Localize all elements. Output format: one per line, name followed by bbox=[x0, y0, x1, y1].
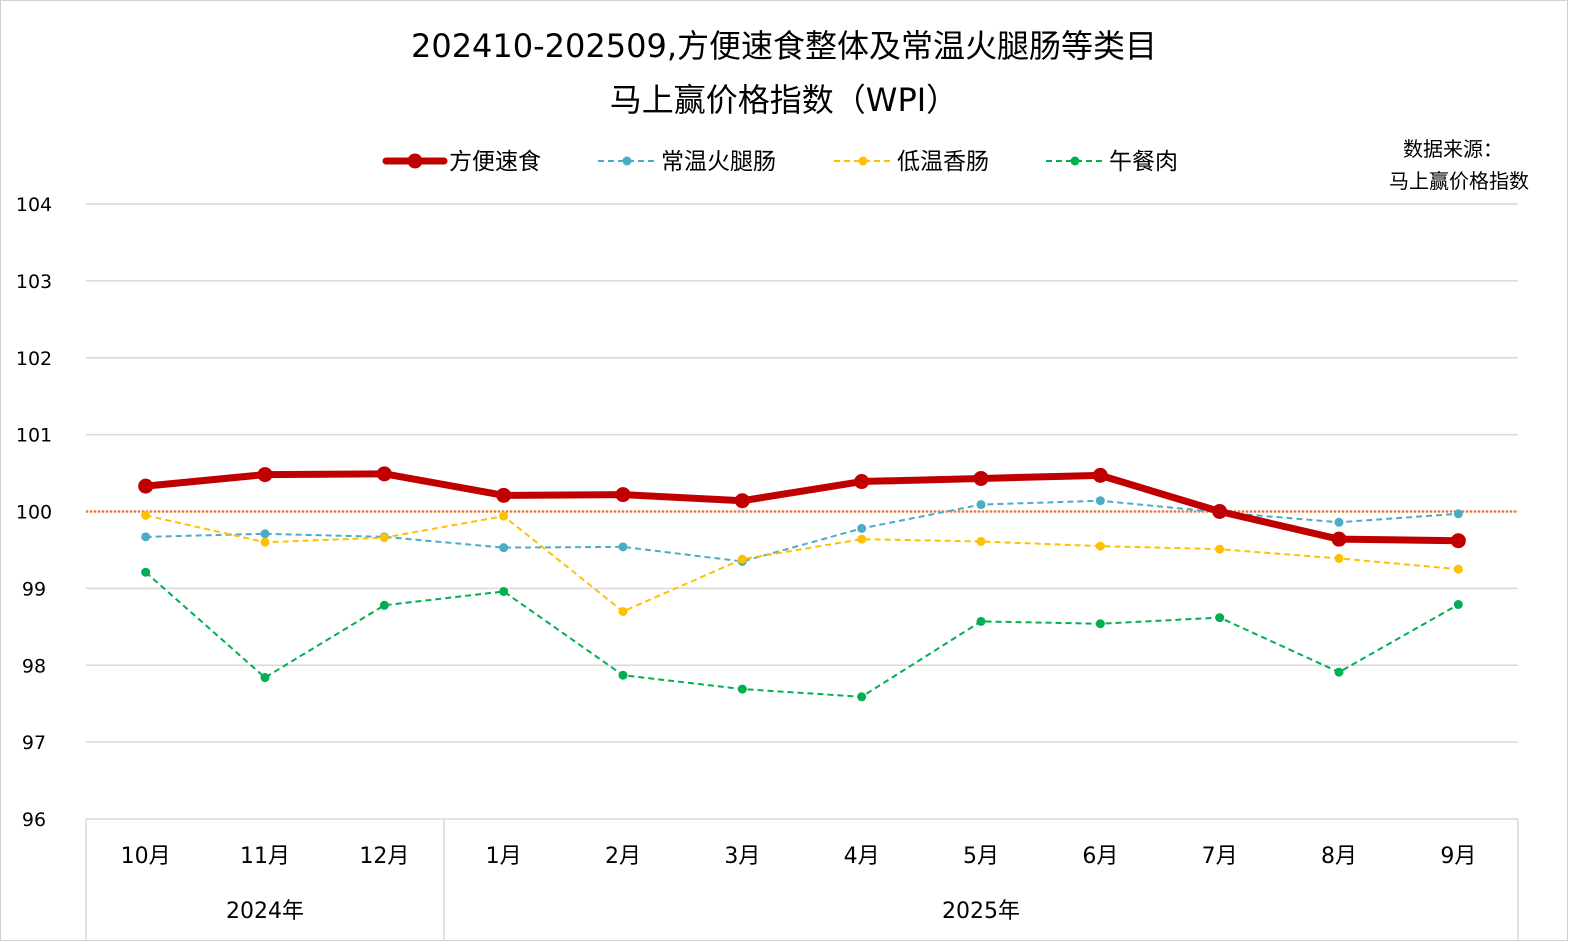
y-tick-label: 97 bbox=[22, 732, 46, 754]
data-point bbox=[857, 692, 867, 702]
x-tick-label: 1月 bbox=[486, 844, 522, 869]
legend-item-2: 低温香肠 bbox=[834, 149, 989, 175]
series-1 bbox=[141, 496, 1463, 566]
y-tick-label: 101 bbox=[16, 425, 52, 447]
data-point bbox=[260, 537, 270, 547]
x-group-label: 2025年 bbox=[942, 899, 1020, 924]
legend-label: 常温火腿肠 bbox=[661, 149, 776, 175]
data-point bbox=[1212, 504, 1228, 519]
chart-title-line1: 202410-202509,方便速食整体及常温火腿肠等类目 bbox=[411, 27, 1157, 65]
legend-item-3: 午餐肉 bbox=[1046, 149, 1178, 175]
data-point bbox=[1095, 619, 1105, 629]
data-point bbox=[1331, 531, 1347, 547]
y-tick-label: 96 bbox=[22, 809, 46, 831]
data-point bbox=[499, 511, 509, 521]
legend-item-1: 常温火腿肠 bbox=[598, 149, 776, 175]
x-tick-label: 11月 bbox=[240, 844, 290, 869]
x-tick-label: 10月 bbox=[121, 844, 171, 869]
data-point bbox=[138, 478, 154, 494]
series-2 bbox=[141, 510, 1463, 616]
legend-marker bbox=[407, 153, 423, 169]
data-point bbox=[1453, 564, 1463, 574]
data-point bbox=[1334, 517, 1344, 527]
x-tick-label: 4月 bbox=[844, 844, 880, 869]
series-3 bbox=[141, 567, 1463, 702]
data-point bbox=[734, 493, 750, 509]
x-tick-label: 7月 bbox=[1202, 844, 1238, 869]
data-point bbox=[976, 500, 986, 510]
data-point bbox=[737, 554, 747, 564]
data-point bbox=[257, 467, 273, 483]
series-line bbox=[145, 571, 1459, 698]
line-chart: 202410-202509,方便速食整体及常温火腿肠等类目 马上赢价格指数（WP… bbox=[16, 27, 1529, 940]
x-tick-label: 6月 bbox=[1082, 844, 1118, 869]
data-point bbox=[499, 586, 509, 596]
data-point bbox=[260, 529, 270, 539]
y-tick-label: 100 bbox=[16, 502, 52, 524]
source-label-line1: 数据来源： bbox=[1403, 137, 1503, 161]
data-point bbox=[1215, 544, 1225, 554]
data-point bbox=[1095, 541, 1105, 551]
x-tick-label: 12月 bbox=[359, 844, 409, 869]
data-point bbox=[141, 510, 151, 520]
legend-label: 低温香肠 bbox=[897, 149, 989, 175]
data-point bbox=[376, 466, 392, 482]
data-point bbox=[141, 567, 151, 577]
data-point bbox=[618, 670, 628, 680]
y-tick-label: 104 bbox=[16, 194, 52, 216]
x-tick-label: 5月 bbox=[963, 844, 999, 869]
data-point bbox=[1334, 667, 1344, 677]
data-point bbox=[379, 533, 389, 543]
series-line bbox=[145, 499, 1459, 563]
data-point bbox=[618, 542, 628, 552]
data-point bbox=[1450, 533, 1466, 549]
series-0 bbox=[138, 466, 1466, 549]
data-point bbox=[854, 474, 870, 490]
data-point bbox=[1334, 553, 1344, 563]
source-label-line2: 马上赢价格指数 bbox=[1389, 169, 1529, 193]
legend-marker bbox=[622, 156, 632, 166]
data-point bbox=[260, 673, 270, 683]
legend-marker bbox=[1070, 156, 1080, 166]
legend-label: 方便速食 bbox=[449, 149, 541, 175]
data-point bbox=[379, 600, 389, 610]
y-tick-label: 103 bbox=[16, 271, 52, 293]
y-tick-label: 99 bbox=[22, 578, 46, 600]
data-point bbox=[496, 487, 512, 503]
legend-label: 午餐肉 bbox=[1109, 149, 1178, 175]
y-tick-label: 98 bbox=[22, 655, 46, 677]
data-point bbox=[973, 470, 989, 486]
data-point bbox=[499, 543, 509, 553]
data-point bbox=[618, 606, 628, 616]
series-line bbox=[145, 470, 1459, 545]
data-point bbox=[976, 616, 986, 626]
x-tick-label: 3月 bbox=[724, 844, 760, 869]
legend-marker bbox=[858, 156, 868, 166]
data-point bbox=[857, 523, 867, 533]
chart-title-line2: 马上赢价格指数（WPI） bbox=[610, 81, 958, 119]
y-tick-label: 102 bbox=[16, 348, 52, 370]
data-point bbox=[1453, 600, 1463, 610]
data-point bbox=[1215, 613, 1225, 623]
x-group-label: 2024年 bbox=[226, 899, 304, 924]
data-point bbox=[1453, 509, 1463, 519]
data-point bbox=[1092, 467, 1108, 483]
data-point bbox=[615, 487, 631, 503]
legend-item-0: 方便速食 bbox=[382, 149, 541, 175]
series-line bbox=[145, 514, 1459, 613]
data-point bbox=[141, 532, 151, 542]
data-point bbox=[976, 536, 986, 546]
x-tick-label: 8月 bbox=[1321, 844, 1357, 869]
data-point bbox=[737, 684, 747, 694]
x-tick-label: 2月 bbox=[605, 844, 641, 869]
x-tick-label: 9月 bbox=[1440, 844, 1476, 869]
data-point bbox=[1095, 496, 1105, 506]
data-point bbox=[857, 534, 867, 544]
